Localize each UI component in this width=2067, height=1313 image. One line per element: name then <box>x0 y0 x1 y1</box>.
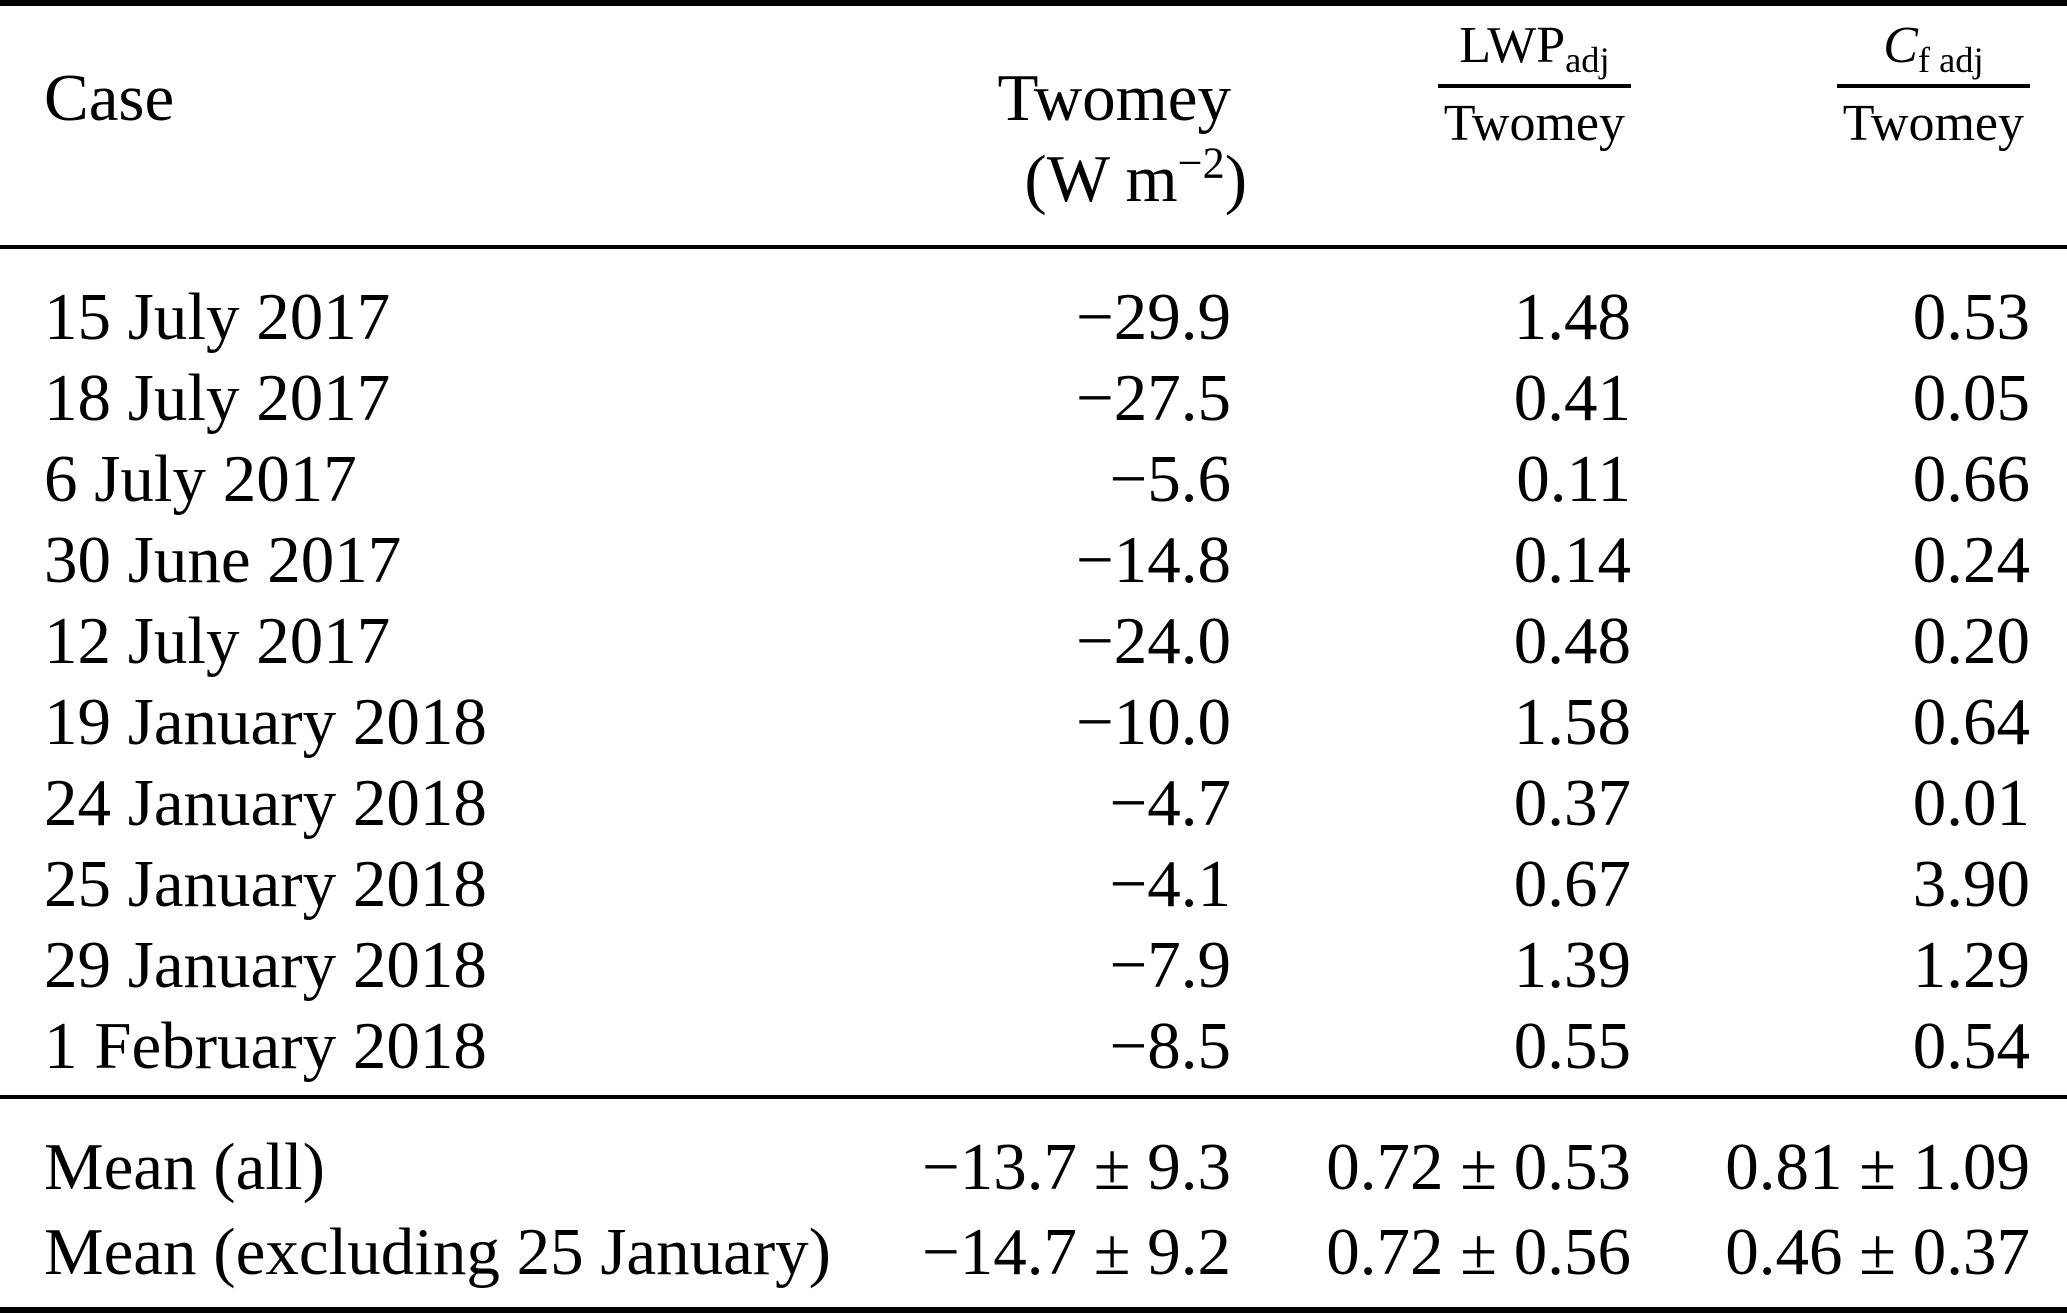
cf-subscript: f adj <box>1917 40 1984 81</box>
summary-row: Mean (all) −13.7 ± 9.3 0.72 ± 0.53 0.81 ± 1… <box>0 1095 2067 1210</box>
lwp-adj-over-twomey-fraction: LWPadj Twomey <box>1437 14 1631 150</box>
table-summary: Mean (all) −13.7 ± 9.3 0.72 ± 0.53 0.81 ± 1… <box>0 1095 2067 1310</box>
header-twomey-label: Twomey <box>997 61 1232 135</box>
twomey-cell: −14.7 ± 9.2 <box>921 1215 1231 1289</box>
cf-ratio-cell: 0.64 <box>1912 685 2030 759</box>
table-body: 15 July 2017 −29.9 1.48 0.53 18 July 2017 −27… <box>0 247 2067 1097</box>
cf-ratio-cell: 1.29 <box>1912 928 2030 1002</box>
lwp-ratio-cell: 1.39 <box>1513 928 1631 1002</box>
table-row: 1 February 2018 −8.5 0.55 0.54 <box>0 1006 2067 1097</box>
table-row: 19 January 2018 −10.0 1.58 0.64 <box>0 682 2067 763</box>
lwp-ratio-cell: 0.41 <box>1513 361 1631 435</box>
header-case-label: Case <box>44 61 175 135</box>
cf-ratio-cell: 0.54 <box>1912 1009 2030 1083</box>
twomey-cell: −10.0 <box>1075 685 1231 759</box>
summary-row: Mean (excluding 25 January) −14.7 ± 9.2 0.… <box>0 1210 2067 1310</box>
case-cell: Mean (excluding 25 January) <box>44 1215 831 1289</box>
table-row: 18 July 2017 −27.5 0.41 0.05 <box>0 358 2067 439</box>
twomey-cell: −4.1 <box>1109 847 1231 921</box>
twomey-cell: −29.9 <box>1075 280 1231 354</box>
case-cell: 12 July 2017 <box>44 604 391 678</box>
cf-ratio-cell: 0.81 ± 1.09 <box>1631 1095 2067 1210</box>
case-cell: 18 July 2017 <box>44 361 391 435</box>
twomey-cell: −24.0 <box>1075 604 1231 678</box>
unit-exponent: −2 <box>1177 138 1225 188</box>
header-row: Case Twomey (W m−2) LWPadj Twomey Cf adj… <box>0 3 2067 249</box>
cf-ratio-cell: 0.53 <box>1912 280 2030 354</box>
lwp-ratio-cell: 1.48 <box>1513 280 1631 354</box>
case-cell: Mean (all) <box>0 1095 900 1210</box>
lwp-ratio-cell: 0.55 <box>1513 1009 1631 1083</box>
table-row: 12 July 2017 −24.0 0.48 0.20 <box>0 601 2067 682</box>
case-cell: 19 January 2018 <box>44 685 487 759</box>
lwp-ratio-cell: 1.58 <box>1513 685 1631 759</box>
cf-ratio-cell: 0.05 <box>1912 361 2030 435</box>
lwp-ratio-cell: 0.67 <box>1513 847 1631 921</box>
twomey-cell: −4.7 <box>1109 766 1231 840</box>
twomey-cell: −14.8 <box>1075 523 1231 597</box>
case-cell: 6 July 2017 <box>44 442 357 516</box>
header-twomey-unit: (W m−2) <box>1024 138 1247 216</box>
twomey-cell: −27.5 <box>1075 361 1231 435</box>
twomey-cell: −7.9 <box>1109 928 1231 1002</box>
case-cell: 30 June 2017 <box>44 523 402 597</box>
table-row: 25 January 2018 −4.1 0.67 3.90 <box>0 844 2067 925</box>
table-row: 6 July 2017 −5.6 0.11 0.66 <box>0 439 2067 520</box>
case-cell: 25 January 2018 <box>44 847 487 921</box>
table-row: 30 June 2017 −14.8 0.14 0.24 <box>0 520 2067 601</box>
cf-ratio-cell: 0.66 <box>1912 442 2030 516</box>
lwp-ratio-cell: 0.14 <box>1513 523 1631 597</box>
twomey-cell: −5.6 <box>1109 442 1231 516</box>
header-cf-ratio: Cf adj Twomey <box>1631 3 2067 249</box>
header-twomey: Twomey (W m−2) <box>900 3 1247 249</box>
case-cell: 15 July 2017 <box>44 280 391 354</box>
case-cell: 29 January 2018 <box>44 928 487 1002</box>
case-cell: 1 February 2018 <box>44 1009 487 1083</box>
cf-ratio-cell: 0.01 <box>1912 766 2030 840</box>
cf-adj-over-twomey-fraction: Cf adj Twomey <box>1836 14 2030 150</box>
twomey-cell: −8.5 <box>1109 1009 1231 1083</box>
cf-ratio-cell: 0.24 <box>1912 523 2030 597</box>
header-case: Case <box>0 3 900 249</box>
table-row: 15 July 2017 −29.9 1.48 0.53 <box>0 247 2067 358</box>
table-row: 29 January 2018 −7.9 1.39 1.29 <box>0 925 2067 1006</box>
lwp-ratio-cell: 0.48 <box>1513 604 1631 678</box>
lwp-ratio-cell: 0.72 ± 0.56 <box>1326 1215 1631 1289</box>
twomey-cell: −13.7 ± 9.3 <box>900 1095 1231 1210</box>
cf-ratio-cell: 0.46 ± 0.37 <box>1725 1215 2030 1289</box>
lwp-ratio-cell: 0.37 <box>1513 766 1631 840</box>
table-header: Case Twomey (W m−2) LWPadj Twomey Cf adj… <box>0 3 2067 249</box>
cf-ratio-cell: 3.90 <box>1912 847 2030 921</box>
lwp-subscript: adj <box>1565 40 1610 81</box>
header-lwp-ratio: LWPadj Twomey <box>1231 3 1631 249</box>
case-cell: 24 January 2018 <box>44 766 487 840</box>
table-row: 24 January 2018 −4.7 0.37 0.01 <box>0 763 2067 844</box>
lwp-ratio-cell: 0.72 ± 0.53 <box>1231 1095 1631 1210</box>
cf-ratio-cell: 0.20 <box>1912 604 2030 678</box>
lwp-ratio-cell: 0.11 <box>1516 442 1631 516</box>
